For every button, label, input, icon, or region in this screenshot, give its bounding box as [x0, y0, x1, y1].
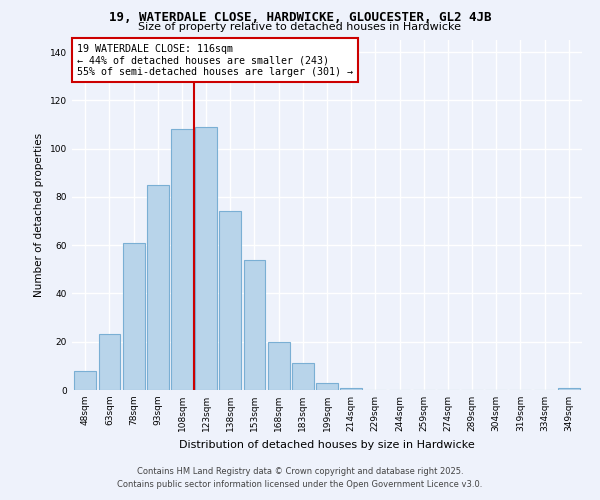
Bar: [195, 127, 217, 390]
Bar: [340, 388, 362, 390]
Bar: [98, 334, 121, 390]
X-axis label: Distribution of detached houses by size in Hardwicke: Distribution of detached houses by size …: [179, 440, 475, 450]
Bar: [74, 370, 96, 390]
Text: 19 WATERDALE CLOSE: 116sqm
← 44% of detached houses are smaller (243)
55% of sem: 19 WATERDALE CLOSE: 116sqm ← 44% of deta…: [77, 44, 353, 76]
Text: Contains HM Land Registry data © Crown copyright and database right 2025.
Contai: Contains HM Land Registry data © Crown c…: [118, 468, 482, 489]
Bar: [147, 185, 169, 390]
Bar: [244, 260, 265, 390]
Y-axis label: Number of detached properties: Number of detached properties: [34, 133, 44, 297]
Text: Size of property relative to detached houses in Hardwicke: Size of property relative to detached ho…: [139, 22, 461, 32]
Bar: [558, 388, 580, 390]
Bar: [220, 212, 241, 390]
Bar: [316, 383, 338, 390]
Bar: [171, 130, 193, 390]
Bar: [123, 243, 145, 390]
Bar: [292, 364, 314, 390]
Bar: [268, 342, 290, 390]
Text: 19, WATERDALE CLOSE, HARDWICKE, GLOUCESTER, GL2 4JB: 19, WATERDALE CLOSE, HARDWICKE, GLOUCEST…: [109, 11, 491, 24]
